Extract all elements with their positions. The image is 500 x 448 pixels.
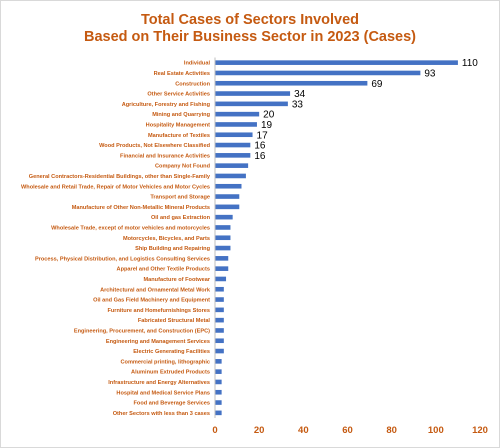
category-label: Oil and gas Extraction <box>151 215 211 221</box>
category-label: Food and Beverage Services <box>134 401 210 407</box>
bar <box>215 410 222 416</box>
x-tick-labels: 0 20 40 60 80 100 120 <box>212 425 488 436</box>
category-label: General Contractors-Residential Building… <box>29 174 211 180</box>
bar <box>215 359 222 364</box>
category-label: Financial and Insurance Activities <box>120 153 210 159</box>
bar <box>215 183 242 189</box>
chart-title-line-2: Based on Their Business Sector in 2023 (… <box>83 29 416 45</box>
chart-title-line-1: Total Cases of Sectors Involved <box>140 12 360 28</box>
bar <box>215 132 253 138</box>
bar <box>215 122 257 127</box>
category-label: Agriculture, Forestry and Fishing <box>122 102 211 108</box>
bar <box>215 389 222 395</box>
category-label: Mining and Quarrying <box>152 112 210 118</box>
category-label: Aluminum Extruded Products <box>131 370 210 376</box>
x-tick-label: 60 <box>342 425 353 436</box>
category-label: Architectural and Ornamental Metal Work <box>100 287 211 293</box>
data-label: 16 <box>254 141 266 152</box>
category-label: Ship Building and Repairing <box>135 246 210 252</box>
category-label: Engineering, Procurement, and Constructi… <box>74 328 210 334</box>
category-label: Manufacture of Textiles <box>148 133 210 139</box>
bar <box>215 70 421 76</box>
bar <box>215 235 231 241</box>
category-label: Fabricated Structural Metal <box>138 318 211 324</box>
x-tick-label: 100 <box>428 425 444 436</box>
category-label: Hospital and Medical Service Plans <box>116 390 210 396</box>
data-label: 19 <box>261 120 273 131</box>
bar <box>215 297 224 302</box>
category-label: Manufacture of Footwear <box>143 277 210 283</box>
data-label: 69 <box>371 79 383 90</box>
x-tick-label: 0 <box>212 425 217 436</box>
category-label: Wood Products, Not Elsewhere Classified <box>99 143 210 149</box>
category-label: Company Not Found <box>155 164 211 170</box>
category-label: Wholesale Trade, except of motor vehicle… <box>51 225 210 231</box>
category-label: Engineering and Management Services <box>106 339 210 345</box>
bar <box>215 328 224 333</box>
bar <box>215 173 246 179</box>
bar <box>215 317 224 323</box>
data-label: 34 <box>294 89 306 100</box>
bar <box>215 276 227 282</box>
category-label: Motorcycles, Bicycles, and Parts <box>123 236 210 242</box>
x-tick-label: 20 <box>254 425 265 436</box>
data-label: 93 <box>424 68 436 79</box>
category-label: Oil and Gas Field Machinery and Equipmen… <box>93 298 210 304</box>
data-label: 20 <box>263 110 275 121</box>
bar <box>215 194 240 199</box>
bar <box>215 101 288 107</box>
bar <box>215 111 260 117</box>
bar <box>215 163 249 168</box>
category-label: Individual <box>184 61 211 67</box>
category-label: Manufacture of Other Non-Metallic Minera… <box>72 205 210 211</box>
data-label: 16 <box>254 151 266 162</box>
category-label: Furniture and Homefurnishings Stores <box>107 308 210 314</box>
category-label: Transport and Storage <box>150 195 210 201</box>
bar <box>215 225 231 230</box>
category-label: Real Estate Activities <box>154 71 210 77</box>
x-tick-label: 120 <box>472 425 488 436</box>
bar <box>215 214 233 220</box>
category-labels: Individual Real Estate Activities Construc… <box>21 61 211 417</box>
category-label: Construction <box>175 81 210 87</box>
bar <box>215 204 240 210</box>
bar <box>215 369 222 374</box>
category-label: Other Service Activities <box>147 92 210 98</box>
bar <box>215 286 224 292</box>
bar <box>215 256 229 261</box>
bar <box>215 153 251 158</box>
data-label: 17 <box>257 130 269 141</box>
bar <box>215 266 229 271</box>
x-tick-label: 80 <box>386 425 397 436</box>
bar <box>215 348 224 354</box>
category-label: Other Sectors with less than 3 cases <box>113 411 210 417</box>
category-label: Apparel and Other Textile Products <box>117 267 210 273</box>
bar <box>215 245 231 251</box>
bars <box>215 60 458 416</box>
category-label: Hospitality Management <box>146 122 210 128</box>
bar <box>215 400 222 405</box>
bar <box>215 91 291 96</box>
bar <box>215 379 222 385</box>
bar <box>215 80 368 86</box>
data-label: 110 <box>462 58 478 69</box>
x-tick-label: 40 <box>298 425 309 436</box>
bar <box>215 142 251 148</box>
category-label: Electric Generating Facilities <box>133 349 210 355</box>
bar <box>215 60 458 65</box>
category-label: Wholesale and Retail Trade, Repair of Mo… <box>21 184 210 190</box>
category-label: Infrastructure and Energy Alternatives <box>108 380 210 386</box>
data-label: 33 <box>292 99 304 110</box>
category-label: Commercial printing, lithographic <box>120 359 210 365</box>
bar <box>215 338 224 344</box>
category-label: Process, Physical Distribution, and Logi… <box>35 256 210 262</box>
bar <box>215 307 224 313</box>
